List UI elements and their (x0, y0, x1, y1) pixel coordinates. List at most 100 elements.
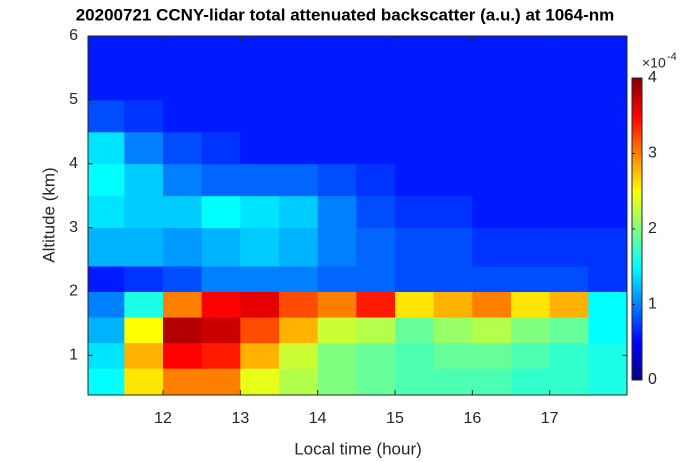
colorbar-tick-label: 4 (648, 69, 657, 86)
heatmap-cell (124, 342, 164, 369)
heatmap-cell (588, 131, 628, 165)
heatmap-cell (163, 342, 203, 369)
y-tick-label: 6 (69, 27, 78, 44)
heatmap-cell (549, 131, 589, 165)
heatmap-cell (588, 317, 628, 344)
heatmap-cell (201, 36, 241, 69)
heatmap-cell (124, 163, 164, 197)
heatmap-cell (279, 131, 319, 165)
heatmap-cell (433, 67, 473, 101)
y-axis-label: Altitude (km) (39, 167, 58, 262)
heatmap-cell (433, 227, 473, 267)
heatmap-cell (317, 36, 357, 69)
heatmap-cell (472, 131, 512, 165)
heatmap-cell (433, 291, 473, 318)
heatmap-cell (511, 195, 551, 229)
heatmap-cell (395, 195, 435, 229)
heatmap-cell (588, 195, 628, 229)
chart-title: 20200721 CCNY-lidar total attenuated bac… (76, 5, 615, 24)
colorbar-multiplier: ×10 (642, 55, 666, 71)
heatmap-cell (472, 195, 512, 229)
y-tick-label: 3 (69, 219, 78, 236)
heatmap-cell (279, 36, 319, 69)
heatmap-cell (279, 342, 319, 369)
heatmap-cell (124, 317, 164, 344)
heatmap-cell (549, 163, 589, 197)
heatmap-cell (472, 265, 512, 293)
heatmap-cell (88, 131, 125, 165)
heatmap-cell (317, 227, 357, 267)
heatmap-cell (240, 342, 280, 369)
heatmap-cell (549, 36, 589, 69)
heatmap-cell (124, 291, 164, 318)
heatmap-cell (279, 195, 319, 229)
heatmap-cell (356, 265, 396, 293)
x-tick-label: 12 (154, 410, 172, 427)
heatmap-cell (124, 368, 164, 396)
heatmap-cell (433, 36, 473, 69)
heatmap-cell (356, 36, 396, 69)
heatmap-cell (549, 265, 589, 293)
heatmap-cell (511, 265, 551, 293)
heatmap-cell (240, 227, 280, 267)
heatmap-cell (433, 317, 473, 344)
y-tick-label: 1 (69, 347, 78, 364)
heatmap-cell (163, 317, 203, 344)
heatmap-cell (356, 317, 396, 344)
heatmap-cell (511, 317, 551, 344)
heatmap-cell (433, 99, 473, 133)
heatmap-cell (88, 368, 125, 396)
heatmap-cell (395, 342, 435, 369)
heatmap-cell (88, 195, 125, 229)
heatmap-cell (395, 67, 435, 101)
heatmap-cell (588, 67, 628, 101)
heatmap-cell (356, 342, 396, 369)
heatmap-cell (279, 99, 319, 133)
heatmap-cell (240, 195, 280, 229)
heatmap-cell (88, 36, 125, 69)
x-tick-label: 14 (309, 410, 327, 427)
heatmap-cell (201, 195, 241, 229)
colorbar-tick-label: 0 (648, 371, 657, 388)
heatmap-cell (472, 36, 512, 69)
heatmap-cell (201, 67, 241, 101)
heatmap-cell (472, 342, 512, 369)
heatmap-cell (240, 291, 280, 318)
heatmap-cell (240, 67, 280, 101)
heatmap-cell (356, 368, 396, 396)
heatmap-cell (317, 67, 357, 101)
heatmap-cell (163, 368, 203, 396)
heatmap-cell (395, 99, 435, 133)
colorbar-exponent: -4 (667, 51, 677, 63)
heatmap-cell (356, 67, 396, 101)
heatmap-cell (511, 163, 551, 197)
heatmap-cell (395, 317, 435, 344)
heatmap-cell (588, 36, 628, 69)
heatmap-cell (317, 163, 357, 197)
heatmap-cell (88, 163, 125, 197)
heatmap-cell (201, 163, 241, 197)
heatmap-cell (511, 342, 551, 369)
heatmap-cell (433, 342, 473, 369)
heatmap-cell (317, 317, 357, 344)
heatmap-cell (433, 195, 473, 229)
heatmap-cell (317, 131, 357, 165)
heatmap-cell (472, 163, 512, 197)
heatmap-cell (88, 227, 125, 267)
heatmap (88, 36, 628, 396)
heatmap-cell (201, 368, 241, 396)
heatmap-cell (356, 99, 396, 133)
heatmap-cell (472, 291, 512, 318)
heatmap-cell (124, 227, 164, 267)
heatmap-cell (511, 227, 551, 267)
heatmap-cell (124, 195, 164, 229)
heatmap-cell (549, 67, 589, 101)
heatmap-cell (433, 265, 473, 293)
heatmap-cell (240, 131, 280, 165)
heatmap-cell (163, 163, 203, 197)
heatmap-cell (163, 36, 203, 69)
heatmap-cell (201, 265, 241, 293)
heatmap-cell (511, 368, 551, 396)
heatmap-cell (472, 227, 512, 267)
